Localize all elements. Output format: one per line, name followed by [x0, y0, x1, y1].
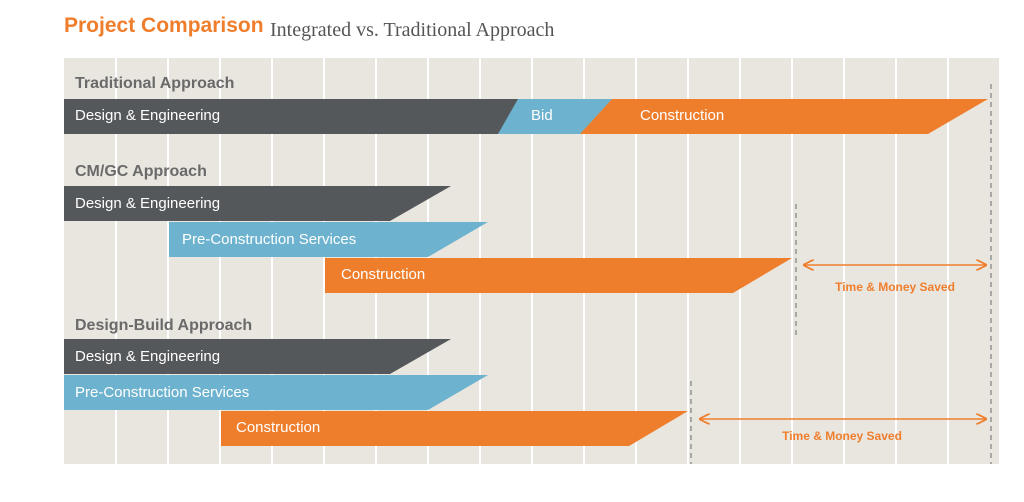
db-construction-label: Construction: [236, 419, 320, 436]
traditional-section: Traditional Approach Design & Engineerin…: [64, 75, 988, 134]
section-label-designbuild: Design-Build Approach: [75, 317, 252, 334]
section-label-cmgc: CM/GC Approach: [75, 163, 207, 180]
designbuild-section: Design-Build Approach Design & Engineeri…: [64, 317, 986, 464]
cmgc-precon-label: Pre-Construction Services: [182, 231, 356, 248]
trad-construction-bar: [580, 99, 988, 134]
page-title: Project Comparison: [64, 14, 264, 37]
section-label-traditional: Traditional Approach: [75, 75, 234, 92]
cmgc-precon-bar: [169, 222, 488, 257]
cmgc-construction-bar: [325, 258, 792, 293]
db-precon-label: Pre-Construction Services: [75, 384, 249, 401]
cmgc-design-bar: [64, 186, 451, 221]
trad-design-label: Design & Engineering: [75, 107, 220, 124]
page-subtitle: Integrated vs. Traditional Approach: [270, 19, 555, 41]
cmgc-section: CM/GC Approach Design & Engineering Pre-…: [64, 163, 986, 336]
trad-construction-label: Construction: [640, 107, 724, 124]
cmgc-design-label: Design & Engineering: [75, 195, 220, 212]
db-design-label: Design & Engineering: [75, 348, 220, 365]
db-saved-label: Time & Money Saved: [782, 429, 902, 443]
db-construction-bar: [221, 411, 688, 446]
db-precon-bar: [64, 375, 488, 410]
db-design-bar: [64, 339, 451, 374]
trad-design-bar: [64, 99, 530, 134]
cmgc-saved-label: Time & Money Saved: [835, 280, 955, 294]
cmgc-construction-label: Construction: [341, 266, 425, 283]
trad-bid-label: Bid: [531, 107, 553, 124]
